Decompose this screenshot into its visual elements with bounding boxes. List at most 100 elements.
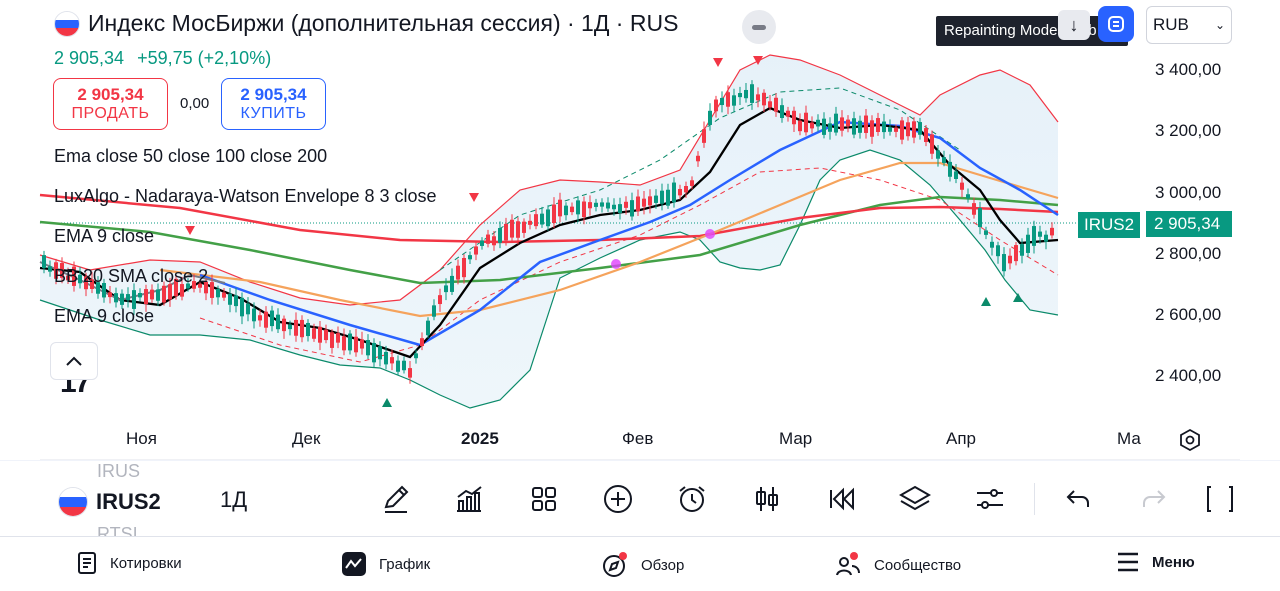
candle-body (666, 189, 670, 206)
nav-quotes[interactable]: Котировки (76, 551, 182, 575)
candle-body (288, 324, 292, 330)
nav-menu[interactable]: Меню (1116, 551, 1195, 573)
redo-button[interactable] (1136, 481, 1172, 517)
bottom-navigation: Котировки График Обзор Сообщество Меню (0, 536, 1280, 591)
candle-body (324, 329, 328, 341)
buy-button[interactable]: 2 905,34 КУПИТЬ (221, 78, 326, 130)
currency-select[interactable]: RUB ⌄ (1146, 6, 1232, 44)
candle-body (402, 360, 406, 371)
collapse-legend-button[interactable] (742, 10, 776, 44)
replay-mode-button[interactable] (1098, 6, 1134, 42)
chart-title[interactable]: Индекс МосБиржи (дополнительная сессия) … (54, 10, 678, 37)
candle-body (822, 118, 826, 135)
price-summary: 2 905,34 +59,75 (+2,10%) (54, 48, 271, 69)
candle-body (606, 202, 610, 209)
drawing-tools-button[interactable] (378, 481, 414, 517)
chart-canvas[interactable] (0, 0, 1280, 460)
chart-settings-button[interactable] (1176, 426, 1204, 454)
alert-button[interactable] (674, 481, 710, 517)
y-tick-label: 3 000,00 (1155, 183, 1222, 202)
candle-body (486, 234, 490, 244)
candle-body (570, 206, 574, 213)
candle-body (966, 194, 970, 199)
sell-signal-marker (713, 58, 723, 67)
candle-body (708, 110, 712, 125)
indicator-ema9-second-label[interactable]: EMA 9 close (54, 306, 155, 326)
candle-body (300, 319, 304, 338)
candles-button[interactable] (749, 481, 785, 517)
undo-button[interactable] (1060, 481, 1096, 517)
ema-50-line (199, 120, 1059, 347)
candle-body (900, 120, 904, 140)
candle-body (732, 95, 736, 106)
chart-icon (342, 552, 366, 576)
next-symbol[interactable]: RTSI (97, 524, 138, 537)
templates-button[interactable] (526, 481, 562, 517)
symbol-selector[interactable]: IRUS2 (58, 487, 161, 517)
y-tick-label: 2 600,00 (1155, 305, 1222, 324)
gear-icon (1180, 428, 1200, 452)
candle-body (762, 92, 766, 106)
candle-body (90, 279, 94, 289)
sell-signal-marker (469, 193, 479, 202)
y-tick-label: 2 800,00 (1155, 244, 1222, 263)
candle-body (150, 289, 154, 300)
interval-selector[interactable]: 1Д (220, 487, 248, 512)
candle-body (414, 353, 418, 359)
candle-body (534, 214, 538, 227)
candle-body (558, 199, 562, 217)
x-tick-label: Мар (779, 429, 813, 448)
candles-icon (756, 487, 778, 511)
candle-body (192, 281, 196, 289)
candle-body (972, 203, 976, 215)
candle-body (198, 283, 202, 288)
chart-area[interactable]: Индекс МосБиржи (дополнительная сессия) … (0, 0, 1280, 460)
sell-signal-marker (185, 226, 195, 235)
previous-symbol[interactable]: IRUS (97, 461, 141, 481)
candle-body (864, 115, 868, 133)
chevron-up-icon (66, 356, 82, 366)
candle-body (888, 127, 892, 132)
candle-body (978, 208, 982, 228)
replay-icon (1108, 16, 1124, 32)
candle-body (564, 205, 568, 216)
candle-body (330, 332, 334, 348)
candle-body (552, 204, 556, 224)
candle-body (354, 336, 358, 353)
replay-icon (830, 487, 854, 511)
indicator-ema9-label[interactable]: EMA 9 close (54, 226, 155, 246)
settings-sliders-button[interactable] (972, 481, 1008, 517)
nav-overview[interactable]: Обзор (601, 551, 684, 579)
chart-toolbar: IRUS IRUS2 RTSI 1Д (0, 460, 1280, 537)
bollinger-band-fill (40, 55, 1058, 408)
candle-body (390, 357, 394, 364)
candle-body (474, 246, 478, 255)
nav-community-label: Сообщество (874, 556, 962, 574)
x-tick-label: Апр (946, 429, 976, 448)
indicator-nw-envelope-label[interactable]: LuxAlgo - Nadaraya-Watson Envelope 8 3 c… (54, 186, 437, 206)
add-indicator-button[interactable] (600, 481, 636, 517)
bollinger-upper-band (39, 54, 1059, 306)
y-tick-label: 3 400,00 (1155, 60, 1222, 79)
envelope-lower-dashed (199, 167, 1059, 363)
download-icon[interactable]: ↓ (1058, 10, 1090, 40)
nav-chart[interactable]: График (341, 551, 430, 577)
envelope-upper-dashed (439, 87, 961, 271)
candle-body (246, 303, 250, 315)
fullscreen-button[interactable] (1204, 481, 1236, 517)
candle-body (984, 230, 988, 235)
candle-body (882, 121, 886, 133)
candle-body (462, 257, 466, 278)
indicator-ema-ribbon-label[interactable]: Ema close 50 close 100 close 200 (54, 146, 328, 166)
candle-body (66, 275, 70, 281)
rewind-button[interactable] (823, 481, 859, 517)
x-tick-label: Ма (1117, 429, 1141, 448)
nav-community[interactable]: Сообщество (834, 551, 961, 579)
scroll-up-button[interactable] (50, 342, 98, 380)
indicator-bb-label[interactable]: BB 20 SMA close 2 (54, 266, 209, 286)
candle-body (948, 161, 952, 177)
sell-button[interactable]: 2 905,34 ПРОДАТЬ (53, 78, 168, 130)
chart-type-button[interactable] (451, 481, 487, 517)
candle-body (408, 368, 412, 378)
layers-button[interactable] (897, 481, 933, 517)
